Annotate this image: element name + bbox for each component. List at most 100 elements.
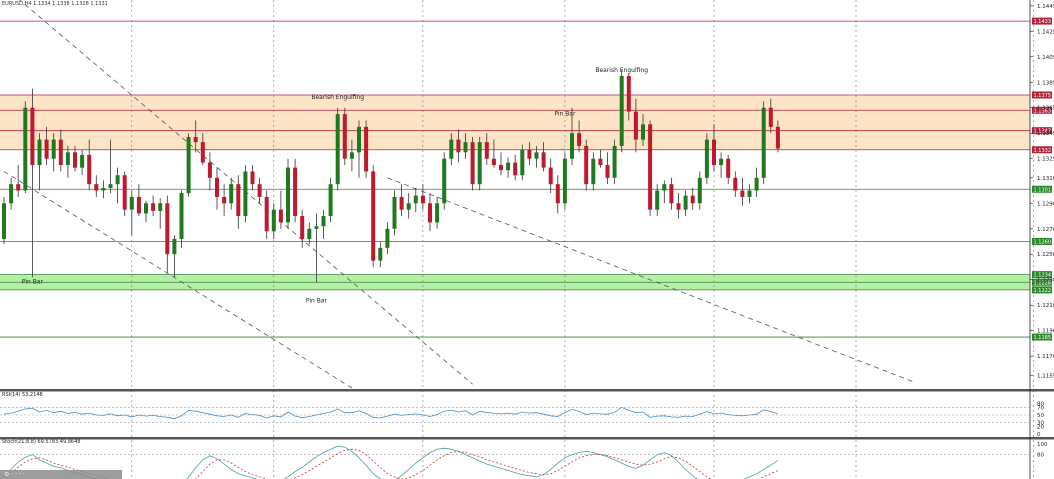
candle — [406, 193, 411, 219]
candle-body — [278, 209, 283, 223]
level-tag-label: 1.1375 — [1034, 93, 1052, 99]
candle — [442, 152, 447, 210]
candle — [23, 101, 28, 194]
candle-body — [271, 209, 276, 232]
candle-body — [591, 158, 596, 185]
candle-body — [733, 177, 738, 191]
candle-body — [165, 203, 170, 255]
price-tick-label: 1.1365 — [1037, 106, 1054, 112]
candle-body — [58, 139, 63, 166]
candle — [264, 190, 269, 239]
candle-body — [577, 133, 582, 146]
candle — [364, 120, 369, 178]
candle-body — [534, 152, 539, 159]
candle-body — [2, 203, 6, 239]
candle-body — [669, 184, 674, 204]
candle-body — [499, 165, 503, 171]
pattern-annotation: Pin Bar — [554, 110, 576, 117]
level-tag-label: 1.1347 — [1034, 129, 1052, 135]
candle-body — [144, 203, 148, 214]
candle — [761, 101, 766, 185]
candle-body — [491, 158, 496, 166]
candle — [477, 137, 482, 191]
candle-body — [357, 126, 361, 153]
candle-body — [463, 142, 468, 153]
trendline — [387, 177, 913, 383]
candle — [151, 195, 156, 217]
candle — [193, 120, 198, 153]
candle — [420, 184, 425, 210]
candle-body — [619, 75, 624, 146]
candle — [683, 190, 688, 217]
pattern-annotation: Pin Bar — [22, 279, 44, 286]
candle — [463, 133, 468, 159]
candle-body — [484, 142, 489, 159]
candle — [286, 158, 290, 229]
candle — [136, 184, 141, 217]
candle-body — [321, 216, 326, 227]
candle-body — [371, 171, 376, 261]
candle-body — [719, 158, 724, 166]
candle — [300, 209, 305, 248]
candle — [704, 133, 709, 185]
indicator-tick-label: 100 — [1037, 442, 1048, 448]
candle-body — [122, 175, 127, 210]
pane-separator — [0, 437, 1054, 440]
candle-body — [413, 195, 418, 204]
candle — [293, 158, 298, 223]
candle — [499, 152, 503, 176]
price-tick-label: 1.1290 — [1037, 201, 1054, 207]
candle — [9, 177, 14, 210]
candle-body — [314, 226, 319, 229]
candle — [712, 124, 716, 172]
candle-body — [16, 184, 21, 191]
candle — [94, 175, 99, 197]
candle-body — [747, 190, 752, 197]
candle-body — [598, 158, 603, 166]
level-tag — [1032, 278, 1052, 286]
candle — [73, 145, 77, 172]
candle — [271, 203, 276, 239]
candle-body — [286, 167, 290, 223]
candle — [158, 198, 163, 229]
candle — [740, 177, 745, 206]
indicator-tick-label: 50 — [1037, 413, 1044, 419]
candle-body — [335, 114, 340, 185]
candle — [250, 165, 255, 191]
candle — [754, 167, 759, 197]
stochastic-pane[interactable]: 1008020 — [0, 442, 1048, 479]
candle — [570, 107, 574, 166]
level-tag — [1032, 106, 1052, 114]
level-tag-label: 1.1332 — [1034, 148, 1052, 154]
candle-body — [264, 196, 269, 232]
candle-body — [200, 142, 205, 163]
indicator-tick-label: 80 — [1037, 402, 1044, 408]
candle — [37, 133, 42, 191]
candle-body — [754, 177, 759, 191]
candle — [662, 180, 667, 204]
candle — [690, 187, 695, 210]
level-tag — [1032, 91, 1052, 99]
candle-body — [633, 111, 638, 140]
candle-body — [73, 152, 77, 168]
candle-body — [179, 193, 184, 239]
candle — [435, 196, 440, 229]
candle — [2, 196, 6, 245]
candle-body — [655, 190, 660, 210]
candle-body — [250, 171, 255, 185]
candle-body — [51, 139, 56, 159]
candle-body — [520, 149, 525, 176]
candle-body — [555, 184, 560, 204]
price-axis: 1.1433 1.1375 1.1363 1.1347 1.1332 1.1301 1.12… — [1029, 0, 1054, 479]
price-tick-label: 1.1385 — [1037, 80, 1054, 86]
candle-body — [65, 152, 70, 166]
candle — [768, 98, 773, 134]
candle-body — [257, 184, 262, 197]
symbol-info: EURUSD,H4 1.1334 1.1338 1.1328 1.1331 — [2, 1, 108, 7]
level-tag — [1032, 127, 1052, 135]
pane-separator — [0, 389, 1054, 392]
indicator-series-rsi — [3, 406, 779, 420]
